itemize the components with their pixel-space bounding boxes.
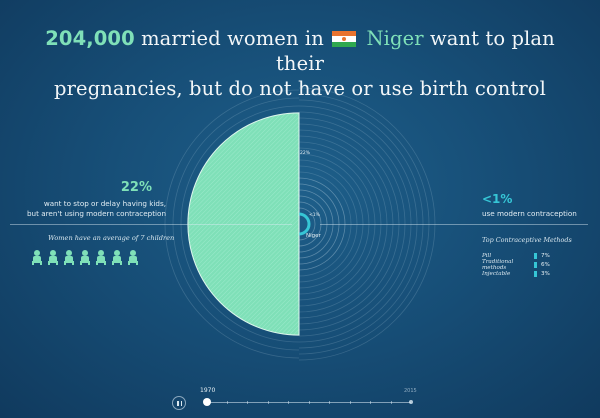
headline-text-2: want to plan their bbox=[276, 27, 555, 75]
headline-number: 204,000 bbox=[45, 27, 135, 50]
timeline-tick bbox=[349, 401, 351, 404]
right-ring bbox=[298, 147, 376, 301]
avg-children-note: Women have an average of 7 children bbox=[48, 234, 175, 242]
right-ring bbox=[298, 153, 370, 295]
child-icon bbox=[64, 250, 74, 266]
right-ring bbox=[298, 141, 382, 307]
right-divider bbox=[320, 224, 588, 225]
right-ring bbox=[298, 165, 358, 283]
methods-title: Top Contraceptive Methods bbox=[482, 236, 572, 244]
right-ring bbox=[298, 171, 352, 277]
left-ring bbox=[180, 105, 300, 343]
unmet-need-semicircle[interactable] bbox=[187, 112, 300, 336]
unmet-desc-line2: but aren't using modern contraception bbox=[26, 209, 166, 218]
method-marker-icon bbox=[534, 261, 537, 268]
method-row: Injectable 3% bbox=[482, 269, 550, 278]
timeline-tick bbox=[247, 401, 248, 404]
country-label: Niger bbox=[306, 233, 322, 239]
right-ring bbox=[298, 99, 424, 349]
modern-use-description: use modern contraception bbox=[482, 209, 577, 218]
left-ring bbox=[172, 97, 300, 351]
timeline-tick bbox=[288, 401, 289, 404]
right-ring bbox=[298, 177, 346, 271]
timeline-end-year: 2015 bbox=[404, 388, 417, 394]
children-icons bbox=[32, 250, 138, 266]
method-marker-icon bbox=[534, 270, 537, 277]
method-name: Traditional methods bbox=[482, 258, 514, 271]
left-divider bbox=[10, 224, 292, 225]
timeline-tick bbox=[267, 401, 269, 404]
right-ring bbox=[298, 117, 406, 331]
headline-line2: pregnancies, but do not have or use birt… bbox=[54, 77, 546, 100]
method-name: Pill bbox=[482, 252, 492, 259]
pause-icon bbox=[180, 401, 182, 406]
timeline: 1970 2015 bbox=[0, 380, 600, 418]
right-ring bbox=[298, 93, 430, 355]
right-ring bbox=[298, 201, 322, 247]
method-row: Traditional methods 6% bbox=[482, 258, 550, 271]
modern-use-percent: <1% bbox=[482, 192, 513, 206]
method-value: 6% bbox=[541, 261, 550, 268]
timeline-end-marker bbox=[409, 400, 413, 404]
small-percent-label: <1% bbox=[309, 212, 321, 218]
child-icon bbox=[128, 250, 138, 266]
right-ring bbox=[298, 183, 340, 265]
methods-list: Pill 7% Traditional methods 6% Injectabl… bbox=[482, 251, 550, 278]
modern-use-arc[interactable] bbox=[298, 212, 311, 236]
right-ring bbox=[298, 135, 388, 313]
child-icon bbox=[48, 250, 58, 266]
timeline-handle[interactable] bbox=[203, 398, 211, 406]
right-ring bbox=[298, 123, 400, 325]
right-ring bbox=[298, 87, 436, 361]
child-icon bbox=[96, 250, 106, 266]
headline-text-1: married women in bbox=[134, 27, 331, 50]
headline: 204,000 married women in Niger want to p… bbox=[20, 26, 580, 101]
right-ring bbox=[298, 207, 316, 241]
right-rings bbox=[298, 87, 436, 361]
right-ring bbox=[298, 195, 328, 253]
unmet-need-description: want to stop or delay having kids, but a… bbox=[0, 199, 166, 219]
left-ring bbox=[164, 89, 300, 359]
pause-button[interactable] bbox=[172, 396, 186, 410]
method-name: Injectable bbox=[482, 270, 511, 277]
timeline-tick bbox=[226, 401, 228, 404]
right-ring bbox=[298, 105, 418, 343]
niger-flag-icon bbox=[332, 31, 357, 48]
unmet-need-percent: 22% bbox=[120, 180, 152, 195]
unmet-desc-line1: want to stop or delay having kids, bbox=[43, 199, 166, 208]
timeline-tick bbox=[370, 401, 371, 404]
right-ring bbox=[298, 159, 364, 289]
child-icon bbox=[112, 250, 122, 266]
timeline-tick bbox=[329, 401, 330, 404]
right-ring bbox=[298, 129, 394, 319]
right-ring bbox=[298, 111, 412, 337]
method-value: 7% bbox=[541, 252, 550, 259]
method-marker-icon bbox=[534, 252, 537, 259]
method-row: Pill 7% bbox=[482, 251, 550, 260]
right-ring bbox=[298, 189, 334, 259]
timeline-start-year: 1970 bbox=[200, 387, 216, 394]
timeline-tick bbox=[390, 401, 392, 404]
timeline-tick bbox=[308, 401, 310, 404]
pause-icon bbox=[177, 401, 179, 406]
top-percent-label: 22% bbox=[300, 150, 311, 156]
method-value: 3% bbox=[541, 270, 550, 277]
child-icon bbox=[32, 250, 42, 266]
child-icon bbox=[80, 250, 90, 266]
headline-country[interactable]: Niger bbox=[366, 27, 424, 50]
